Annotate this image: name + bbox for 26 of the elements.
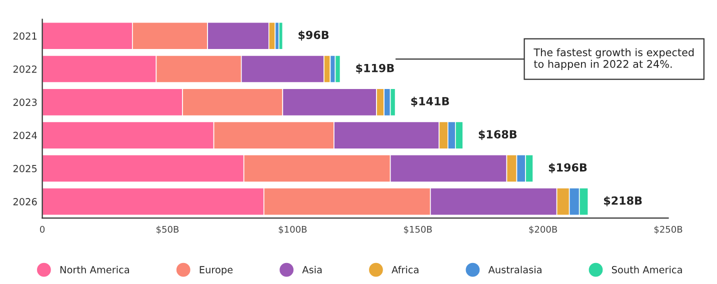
- bar: [278, 22, 284, 50]
- x-tick-label: $100B: [278, 226, 307, 234]
- total-label: $119B: [356, 64, 394, 74]
- y-tick-label: 2021: [13, 32, 37, 40]
- legend-label: South America: [612, 266, 682, 274]
- y-tick-label: 2026: [13, 198, 37, 206]
- total-label: $218B: [604, 196, 642, 206]
- y-tick-label: 2024: [13, 132, 37, 140]
- legend-label: North America: [60, 266, 129, 274]
- annotation: The fastest growth is expected to happen in 2022 at 24%.: [534, 48, 694, 70]
- x-tick-label: $250B: [654, 226, 682, 234]
- y-tick-label: 2022: [13, 65, 36, 73]
- x-tick-label: $200B: [529, 226, 557, 234]
- total-label: $141B: [411, 96, 449, 107]
- legend-label: Australasia: [488, 266, 542, 274]
- total-label: $168B: [478, 130, 517, 140]
- x-tick-label: 0: [40, 226, 45, 233]
- total-label: $196B: [548, 163, 587, 174]
- y-tick-label: 2023: [13, 98, 37, 106]
- legend-label: Asia: [302, 266, 322, 274]
- y-tick-label: 2025: [13, 164, 37, 172]
- legend-label: Europe: [200, 266, 233, 276]
- total-label: $96B: [298, 30, 329, 41]
- legend-label: Africa: [392, 266, 418, 274]
- x-tick-label: $50B: [156, 226, 179, 234]
- x-tick-label: $150B: [404, 226, 432, 234]
